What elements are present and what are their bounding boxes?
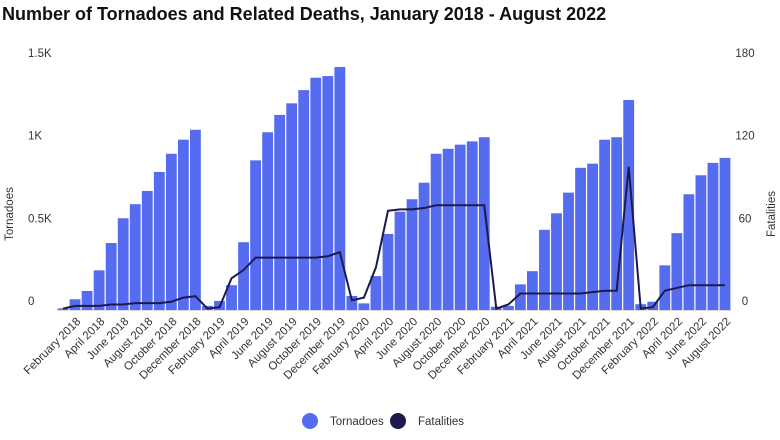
bar [286, 103, 298, 310]
bar [105, 243, 117, 310]
bar [611, 137, 623, 310]
legend-label: Fatalities [418, 416, 464, 428]
bar [189, 129, 201, 310]
bar [57, 308, 69, 310]
bar [707, 162, 719, 310]
bar [226, 285, 237, 310]
bar [370, 276, 382, 310]
bar [262, 132, 274, 310]
bar [671, 233, 683, 310]
bar [526, 271, 538, 310]
y2-tick-label: 0 [742, 296, 748, 308]
bar [502, 305, 514, 310]
bar [539, 229, 550, 310]
bar [177, 139, 189, 310]
bar [69, 299, 81, 310]
bar [394, 211, 406, 310]
bar [442, 148, 454, 310]
y-tick-label: 0 [28, 296, 34, 308]
bar [430, 153, 442, 310]
bar [334, 66, 346, 311]
bar [514, 284, 526, 310]
legend-marker [390, 413, 406, 429]
bar [575, 167, 586, 310]
bar [322, 76, 334, 310]
bar [117, 218, 129, 310]
bar [551, 213, 562, 310]
bar [466, 141, 478, 310]
chart-title: Number of Tornadoes and Related Deaths, … [2, 4, 606, 24]
legend-label: Tornadoes [330, 416, 384, 428]
bar [719, 157, 731, 310]
bar [587, 163, 599, 310]
y-tick-label: 1.5K [28, 48, 52, 60]
y-tick-label: 1K [28, 131, 42, 143]
bar [250, 160, 262, 310]
bar [165, 153, 177, 310]
y-axis-label: Tornadoes [4, 187, 16, 241]
bar [93, 270, 105, 310]
bar [153, 171, 165, 310]
bar [623, 100, 635, 310]
line [62, 166, 725, 310]
y2-tick-label: 120 [735, 131, 754, 143]
y2-axis-label: Fatalities [766, 191, 778, 237]
bar [298, 90, 310, 311]
bar [599, 139, 611, 310]
bar [683, 194, 695, 310]
legend-marker [302, 413, 318, 429]
bar [81, 290, 93, 310]
bar [346, 295, 358, 310]
y2-tick-label: 180 [735, 48, 754, 60]
bar [238, 242, 249, 310]
bar [478, 137, 490, 310]
bar [274, 114, 286, 310]
bar [358, 303, 370, 310]
bar [454, 144, 466, 310]
bar [310, 77, 322, 310]
y2-tick-label: 60 [739, 213, 752, 225]
bar [141, 190, 153, 310]
bar [406, 199, 418, 310]
bar [563, 192, 574, 310]
bar [129, 204, 141, 310]
bar [695, 175, 707, 310]
bar [382, 233, 394, 310]
y-tick-label: 0.5K [28, 213, 52, 225]
bar [659, 265, 671, 310]
bar [418, 182, 430, 310]
